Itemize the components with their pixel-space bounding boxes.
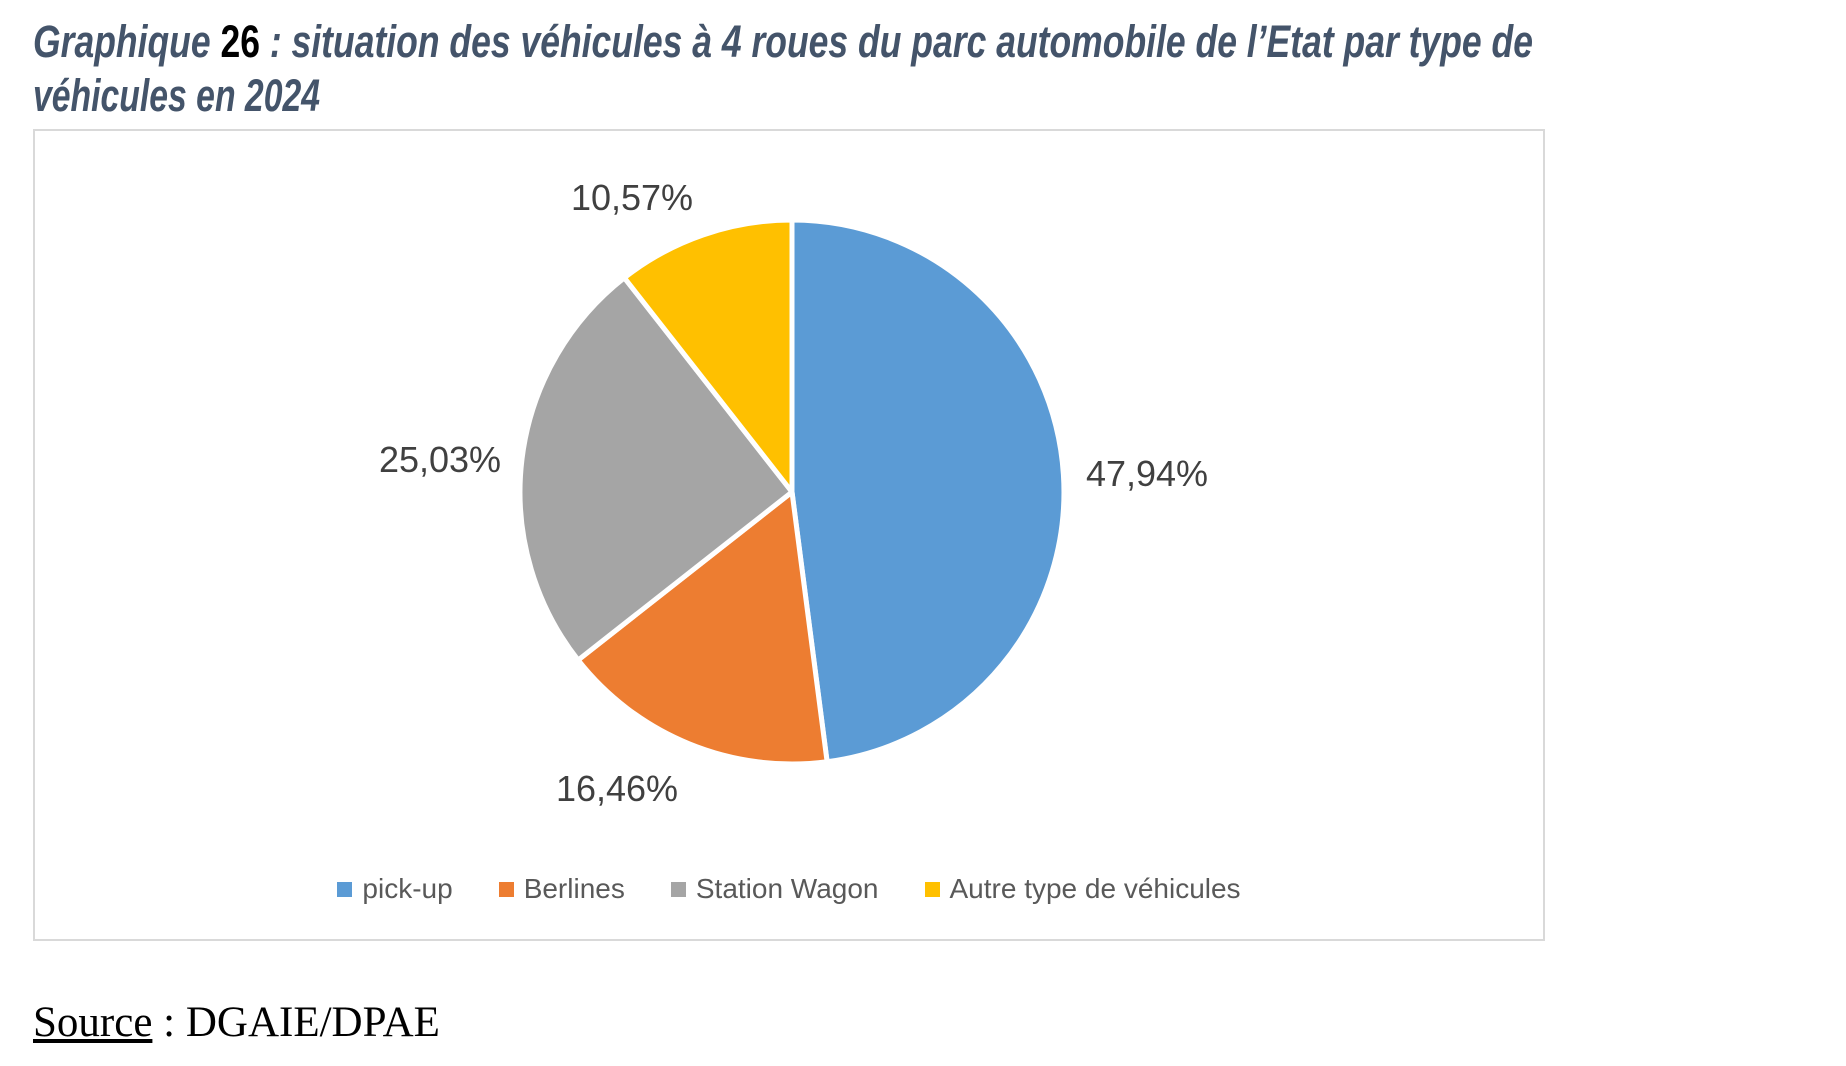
title-prefix: Graphique (33, 16, 220, 67)
chart-frame: 47,94% 16,46% 25,03% 10,57% pick-up Berli… (33, 129, 1545, 941)
legend-label: pick-up (362, 873, 453, 904)
legend-item-pick-up: pick-up (337, 873, 453, 905)
data-label-pick-up: 47,94% (1085, 453, 1209, 494)
pie-slice-pick-up (789, 217, 1067, 765)
legend-label: Station Wagon (695, 873, 879, 904)
legend-swatch-icon (337, 881, 353, 897)
legend-swatch-icon (498, 881, 514, 897)
pie-slice-station-wagon (517, 275, 795, 663)
source-label: Source (33, 999, 153, 1046)
data-label-autre-type: 10,57% (570, 177, 694, 218)
title-line-1: Graphique 26 : situation des véhicules à… (33, 16, 1533, 67)
chart-title: Graphique 26 : situation des véhicules à… (33, 16, 1533, 121)
title-number: 26 (220, 16, 260, 67)
legend-swatch-icon (924, 881, 940, 897)
pie-chart (517, 217, 1067, 767)
legend-label: Berlines (523, 873, 625, 904)
title-line-2: véhicules en 2024 (33, 70, 320, 121)
title-rest: : situation des véhicules à 4 roues du p… (260, 16, 1533, 67)
legend-item-station-wagon: Station Wagon (670, 873, 879, 905)
legend-item-berlines: Berlines (498, 873, 625, 905)
title-line-2-text: véhicules en 2024 (33, 70, 320, 121)
source-line: Source : DGAIE/DPAE (33, 998, 440, 1047)
legend-label: Autre type de véhicules (949, 873, 1241, 904)
data-label-station-wagon: 25,03% (378, 439, 502, 480)
chart-legend: pick-up Berlines Station Wagon Autre type d… (35, 873, 1543, 905)
source-value: DGAIE/DPAE (185, 999, 440, 1046)
data-label-berlines: 16,46% (555, 768, 679, 809)
pie-slice-berlines (575, 489, 830, 767)
legend-item-autre-type-de-v-hicules: Autre type de véhicules (924, 873, 1241, 905)
legend-swatch-icon (670, 881, 686, 897)
pie-slice-autre-type-de-v-hicules (621, 217, 795, 495)
source-separator: : (152, 999, 186, 1046)
